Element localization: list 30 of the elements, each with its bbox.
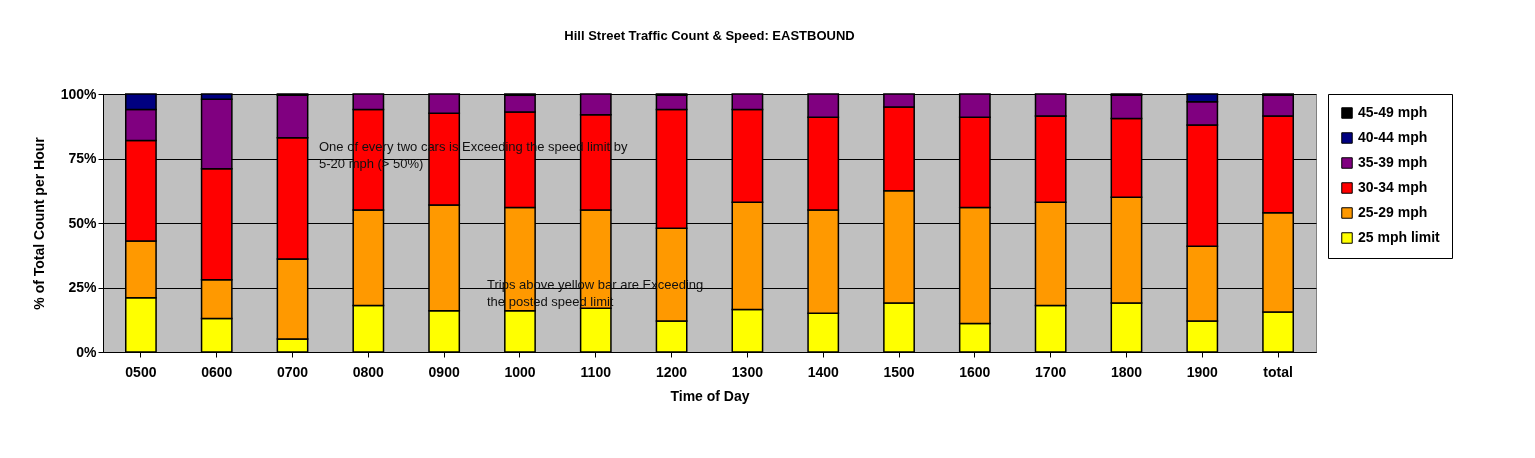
legend-label: 35-39 mph bbox=[1358, 154, 1428, 170]
x-tick-label: 0900 bbox=[428, 363, 460, 380]
legend-label: 25-29 mph bbox=[1358, 204, 1428, 220]
x-tick-label: 1000 bbox=[504, 363, 536, 380]
y-axis-title: % of Total Count per Hour bbox=[30, 136, 47, 310]
legend-label: 45-49 mph bbox=[1358, 104, 1428, 120]
y-tick-label: 100% bbox=[60, 85, 98, 102]
y-tick-label: 50% bbox=[68, 214, 98, 231]
y-tick-label: 75% bbox=[68, 150, 98, 166]
x-tick-label: 0800 bbox=[352, 363, 385, 380]
x-tick-label: 1700 bbox=[1035, 363, 1067, 380]
legend-label: 40-44 mph bbox=[1358, 129, 1428, 145]
legend-label: 25 mph limit bbox=[1358, 229, 1441, 245]
x-tick-label: 0500 bbox=[125, 363, 157, 380]
legend-label: 30-34 mph bbox=[1358, 179, 1428, 195]
x-tick-label: total bbox=[1263, 363, 1293, 380]
y-tick-label: 0% bbox=[76, 343, 98, 360]
x-tick-label: 1200 bbox=[656, 363, 688, 380]
x-tick-label: 1300 bbox=[731, 363, 764, 380]
x-axis-title: Time of Day bbox=[670, 387, 750, 404]
x-tick-label: 0600 bbox=[201, 363, 233, 380]
x-tick-label: 1500 bbox=[883, 363, 915, 380]
y-tick-label: 25% bbox=[68, 279, 98, 295]
chart-title: Hill Street Traffic Count & Speed: EASTBOUND bbox=[564, 28, 855, 43]
x-tick-label: 1600 bbox=[959, 363, 991, 380]
x-tick-label: 0700 bbox=[276, 363, 309, 380]
x-tick-label: 1900 bbox=[1186, 363, 1219, 380]
x-tick-label: 1800 bbox=[1110, 363, 1143, 380]
x-tick-label: 1400 bbox=[807, 363, 839, 380]
x-tick-label: 1100 bbox=[580, 363, 612, 380]
